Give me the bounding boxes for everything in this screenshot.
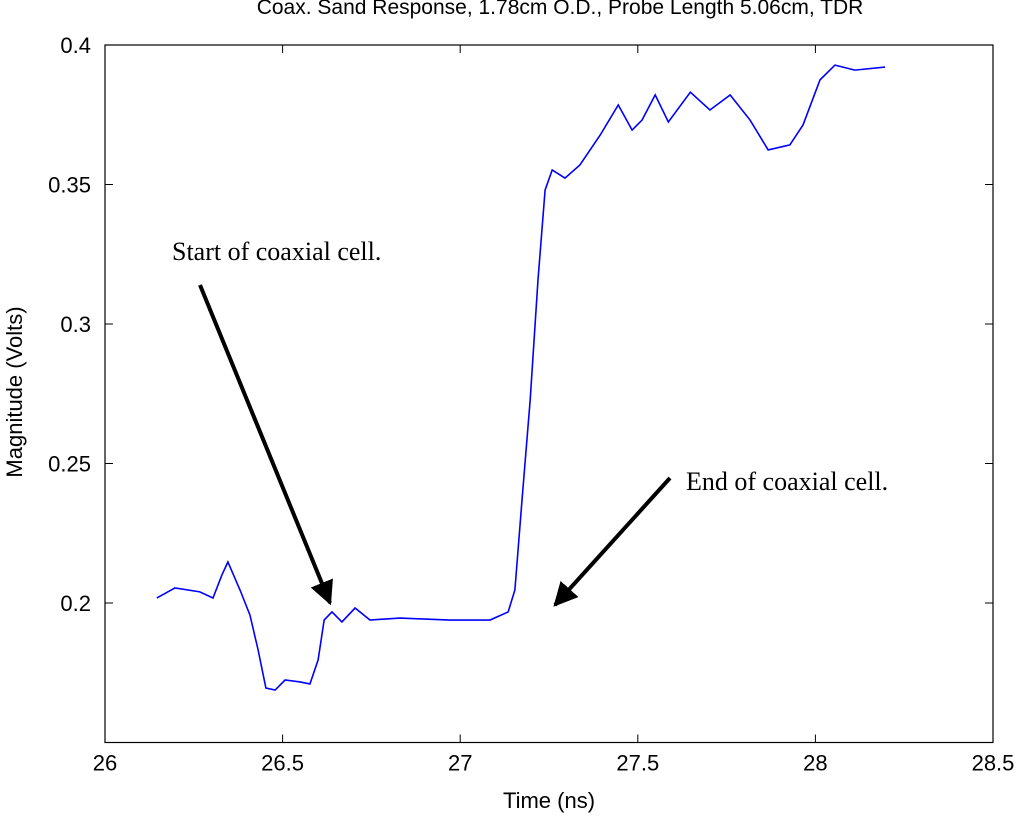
y-tick-label: 0.2 <box>60 591 91 616</box>
y-tick-label: 0.4 <box>60 33 91 58</box>
annotation-arrow <box>198 284 333 606</box>
y-tick-label: 0.25 <box>48 452 91 477</box>
y-tick-label: 0.3 <box>60 312 91 337</box>
data-line <box>156 64 886 691</box>
chart-title: Coax. Sand Response, 1.78cm O.D., Probe … <box>257 0 864 19</box>
x-tick-label: 28.5 <box>972 751 1015 776</box>
x-tick-label: 28 <box>803 751 827 776</box>
x-tick-label: 26.5 <box>261 751 304 776</box>
y-tick-label: 0.35 <box>48 173 91 198</box>
x-axis-label: Time (ns) <box>503 788 595 813</box>
annotation-arrow <box>553 476 672 607</box>
x-tick-label: 27 <box>448 751 472 776</box>
y-axis-label: Magnitude (Volts) <box>2 306 27 477</box>
x-tick-label: 26 <box>93 751 117 776</box>
annotation: Start of coaxial cell. <box>172 237 381 266</box>
annotation: End of coaxial cell. <box>686 467 888 496</box>
x-tick-label: 27.5 <box>616 751 659 776</box>
plot-frame <box>104 44 994 744</box>
